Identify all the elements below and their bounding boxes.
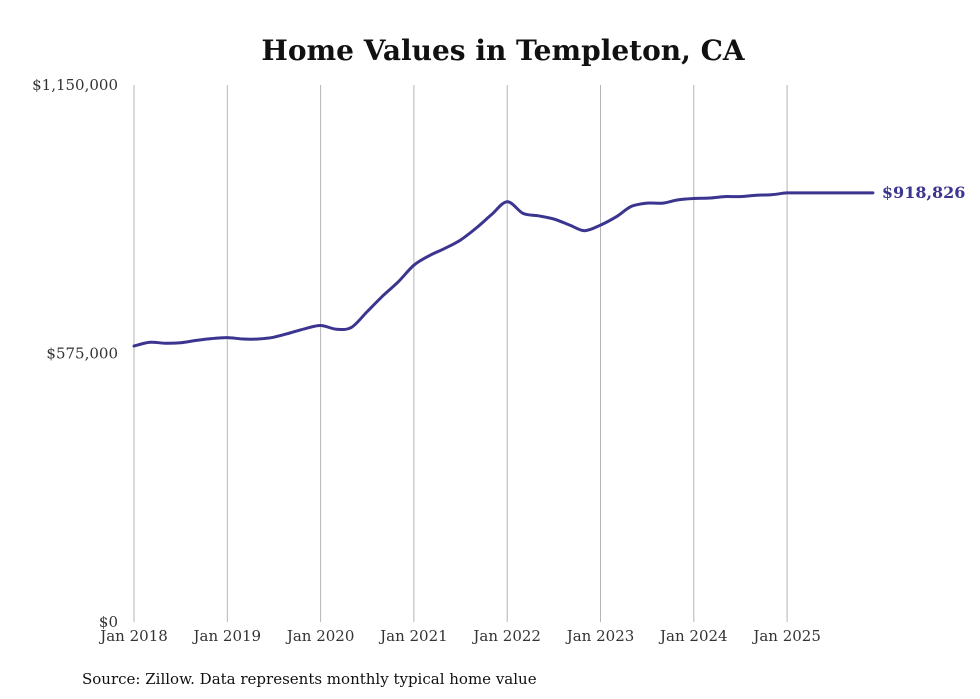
x-tick-label: Jan 2025 bbox=[751, 627, 821, 645]
x-tick-label: Jan 2018 bbox=[98, 627, 168, 645]
y-tick-label: $1,150,000 bbox=[32, 76, 118, 94]
x-tick-label: Jan 2024 bbox=[658, 627, 728, 645]
source-note: Source: Zillow. Data represents monthly … bbox=[82, 670, 537, 688]
end-value-label: $918,826 bbox=[882, 183, 966, 202]
x-tick-label: Jan 2022 bbox=[471, 627, 541, 645]
y-tick-label: $0 bbox=[99, 613, 118, 631]
chart-title: Home Values in Templeton, CA bbox=[261, 34, 746, 67]
series-layer bbox=[132, 191, 875, 348]
y-axis-ticks: $0 $575,000 $1,150,000 bbox=[32, 76, 118, 631]
x-tick-label: Jan 2021 bbox=[378, 627, 448, 645]
x-tick-label: Jan 2020 bbox=[285, 627, 355, 645]
gridlines bbox=[133, 85, 788, 622]
y-tick-label: $575,000 bbox=[46, 345, 118, 363]
x-tick-label: Jan 2019 bbox=[192, 627, 262, 645]
series-line-0 bbox=[132, 191, 875, 348]
x-tick-label: Jan 2023 bbox=[565, 627, 635, 645]
x-axis-ticks: Jan 2018 Jan 2019 Jan 2020 Jan 2021 Jan 2022… bbox=[98, 627, 821, 645]
